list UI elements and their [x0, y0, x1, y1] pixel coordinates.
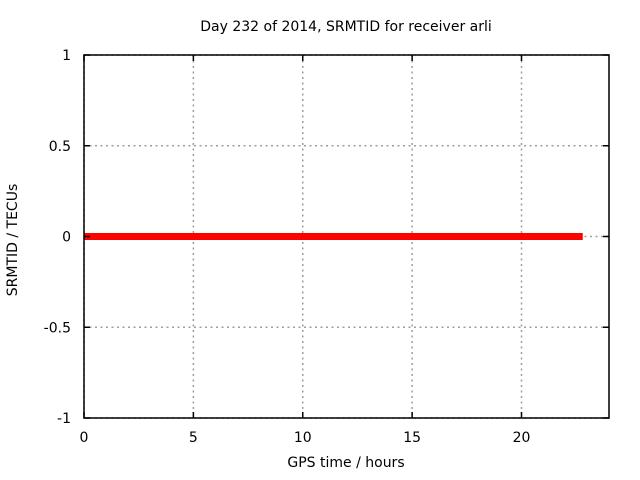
y-tick-label: -1	[57, 411, 71, 427]
y-tick-label: 0	[62, 230, 71, 246]
y-tick-label: -0.5	[44, 320, 71, 336]
x-tick-label: 10	[294, 430, 312, 446]
x-tick-label: 0	[80, 430, 89, 446]
y-axis-label: SRMTID / TECUs	[5, 184, 21, 297]
x-axis-label: GPS time / hours	[287, 455, 404, 471]
y-tick-label: 1	[62, 48, 71, 64]
x-tick-label: 15	[403, 430, 421, 446]
y-tick-label: 0.5	[49, 139, 71, 155]
x-tick-label: 5	[189, 430, 198, 446]
axes-layer	[83, 54, 610, 419]
ticklabel-layer: 0 5 10 15 20 -1 -0.5 0 0.5 1	[44, 48, 531, 446]
x-tick-label: 20	[513, 430, 531, 446]
chart-title: Day 232 of 2014, SRMTID for receiver arl…	[200, 19, 492, 35]
